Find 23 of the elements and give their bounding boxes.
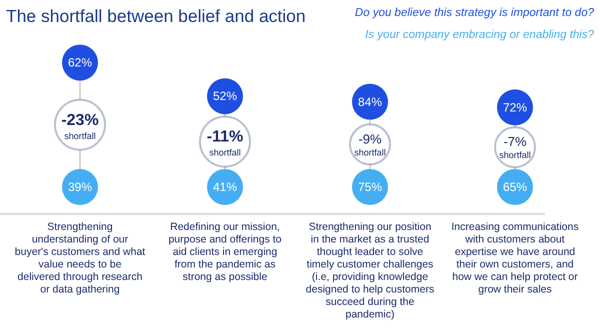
data-label: -23%: [61, 112, 99, 129]
data-label: 52%: [212, 89, 238, 104]
text: shortfall: [209, 148, 241, 158]
category-label: Redefining our mission, purpose and offerings to aid clients in emerging from the pandemic as strong as possible: [168, 221, 282, 283]
category-label: Strengthening understanding of our buyer's customers and what value needs to be delivered through research or data gathering: [14, 221, 146, 296]
data-label: 39%: [68, 180, 92, 194]
data-label: 84%: [358, 94, 382, 109]
data-label: 65%: [502, 180, 528, 194]
data-label: -7%: [503, 134, 527, 150]
data-label: 62%: [68, 56, 92, 70]
data-label: -11%: [206, 128, 244, 146]
data-label: -9%: [358, 131, 382, 146]
text: Do you believe this strategy is important to do?: [354, 7, 595, 19]
data-label: 72%: [502, 100, 528, 114]
category-label: Strengthening our position in the market as a trusted thought leader to solve timely customer challenges (i.e, providing knowledge designed to help customers succeed during the pandemic): [306, 221, 434, 320]
text: shortfall: [499, 150, 531, 160]
category-label: Increasing communications with customers about expertise we have around their own customers, and how we can help protect or grow their sales: [451, 221, 579, 296]
series-label: shortfall: [354, 147, 386, 158]
text: The shortfall between belief and action: [6, 6, 306, 26]
data-label: 41%: [212, 180, 238, 194]
data-label: 75%: [358, 180, 382, 194]
text: shortfall: [64, 130, 96, 141]
text: Is your company embracing or enabling this?: [365, 29, 595, 41]
